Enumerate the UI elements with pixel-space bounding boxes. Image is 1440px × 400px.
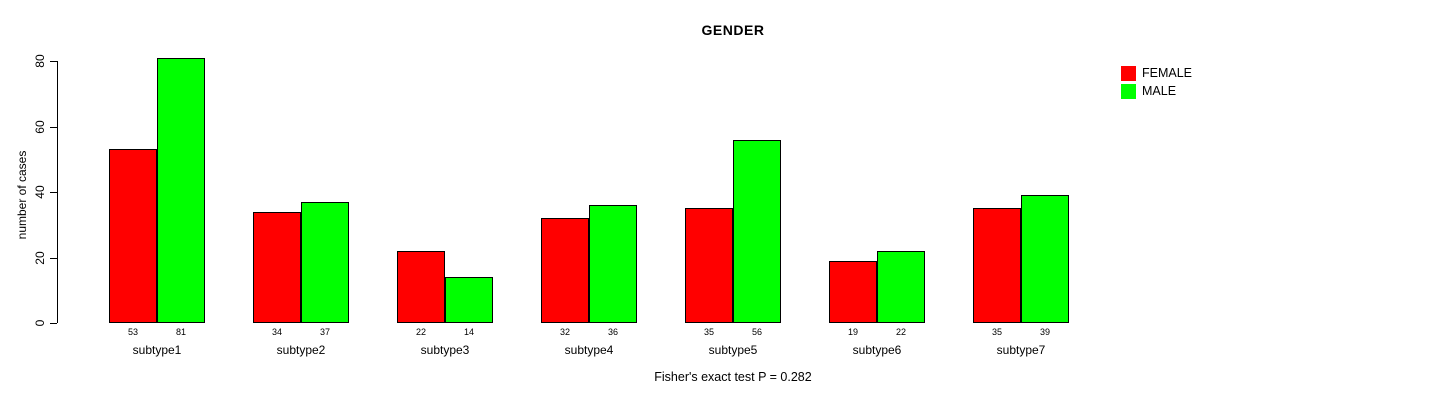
- legend-row-female: FEMALE: [1121, 64, 1192, 82]
- y-axis-title: number of cases: [15, 150, 29, 240]
- chart-title: GENDER: [701, 22, 765, 38]
- bar-male-subtype7: [1021, 195, 1069, 323]
- y-tick-label: 40: [33, 185, 47, 199]
- legend-swatch-female: [1121, 65, 1136, 81]
- bar-male-subtype2: [301, 202, 349, 323]
- category-label-subtype3: subtype3: [420, 343, 470, 357]
- y-tick-label: 80: [33, 54, 47, 68]
- y-tick-mark: [50, 323, 57, 324]
- y-tick-label: 60: [33, 120, 47, 134]
- bar-value-label: 37: [319, 327, 330, 337]
- bar-female-subtype3: [397, 251, 445, 323]
- bar-value-label: 34: [271, 327, 282, 337]
- bar-male-subtype4: [589, 205, 637, 323]
- category-label-subtype6: subtype6: [852, 343, 902, 357]
- bar-male-subtype1: [157, 58, 205, 323]
- category-label-subtype4: subtype4: [564, 343, 614, 357]
- bar-female-subtype2: [253, 212, 301, 323]
- legend-label-female: FEMALE: [1142, 66, 1193, 80]
- y-tick-mark: [50, 258, 57, 259]
- bar-value-label: 32: [559, 327, 570, 337]
- bar-female-subtype5: [685, 208, 733, 323]
- legend-row-male: MALE: [1121, 82, 1192, 100]
- bar-male-subtype3: [445, 277, 493, 323]
- legend: FEMALE MALE: [1121, 64, 1192, 100]
- bar-female-subtype1: [109, 149, 157, 323]
- bar-value-label: 56: [751, 327, 762, 337]
- bar-value-label: 22: [415, 327, 426, 337]
- y-tick-label: 0: [33, 319, 47, 327]
- category-label-subtype5: subtype5: [708, 343, 758, 357]
- bar-value-label: 35: [703, 327, 714, 337]
- caption-fisher-test: Fisher's exact test P = 0.282: [654, 370, 812, 384]
- y-tick-mark: [50, 127, 57, 128]
- bar-male-subtype6: [877, 251, 925, 323]
- legend-label-male: MALE: [1142, 84, 1177, 98]
- bar-value-label: 36: [607, 327, 618, 337]
- bar-value-label: 81: [175, 327, 186, 337]
- bar-male-subtype5: [733, 140, 781, 323]
- bar-value-label: 35: [991, 327, 1002, 337]
- y-tick-label: 20: [33, 251, 47, 265]
- y-tick-mark: [50, 61, 57, 62]
- y-axis-line: [57, 61, 58, 323]
- category-label-subtype7: subtype7: [996, 343, 1046, 357]
- bar-value-label: 39: [1039, 327, 1050, 337]
- legend-swatch-male: [1121, 83, 1136, 99]
- category-label-subtype2: subtype2: [276, 343, 326, 357]
- bar-value-label: 53: [127, 327, 138, 337]
- bar-value-label: 19: [847, 327, 858, 337]
- bar-female-subtype4: [541, 218, 589, 323]
- bar-female-subtype6: [829, 261, 877, 323]
- bar-female-subtype7: [973, 208, 1021, 323]
- bar-value-label: 22: [895, 327, 906, 337]
- y-tick-mark: [50, 192, 57, 193]
- category-label-subtype1: subtype1: [132, 343, 182, 357]
- bar-value-label: 14: [463, 327, 474, 337]
